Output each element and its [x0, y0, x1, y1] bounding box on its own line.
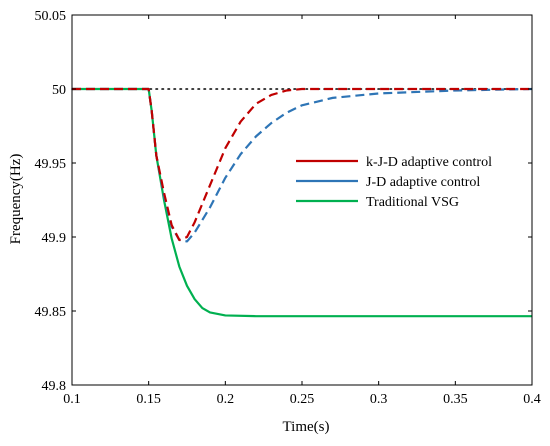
series-group [72, 87, 532, 318]
x-tick-label-1: 0.15 [136, 392, 161, 407]
y-tick-label-0: 49.8 [42, 379, 67, 394]
x-tick-label-6: 0.4 [523, 392, 541, 407]
x-axis-title: Time(s) [283, 419, 330, 435]
legend-label-2: Traditional VSG [366, 195, 459, 210]
y-tick-label-3: 49.95 [35, 157, 67, 172]
y-tick-label-4: 50 [52, 83, 66, 98]
x-tick-label-2: 0.2 [217, 392, 235, 407]
legend: k-J-D adaptive control J-D adaptive contr… [296, 155, 492, 210]
x-tick-label-4: 0.3 [370, 392, 388, 407]
axes: 0.1 0.15 0.2 0.25 0.3 0.35 0.4 49.8 49.85 49.9 49.… [35, 9, 541, 407]
legend-label-0: k-J-D adaptive control [366, 155, 492, 170]
series-line-1 [72, 87, 532, 243]
x-tick-label-3: 0.25 [290, 392, 315, 407]
x-tick-label-0: 0.1 [63, 392, 81, 407]
legend-label-1: J-D adaptive control [366, 175, 480, 190]
y-tick-label-2: 49.9 [42, 231, 67, 246]
y-tick-label-5: 50.05 [35, 9, 67, 24]
series-line-2 [72, 87, 532, 318]
y-axis-title: Frequency(Hz) [8, 154, 24, 245]
x-tick-label-5: 0.35 [443, 392, 468, 407]
series-line-0 [72, 87, 532, 242]
plot-area [71, 87, 533, 318]
y-tick-label-1: 49.85 [35, 305, 67, 320]
